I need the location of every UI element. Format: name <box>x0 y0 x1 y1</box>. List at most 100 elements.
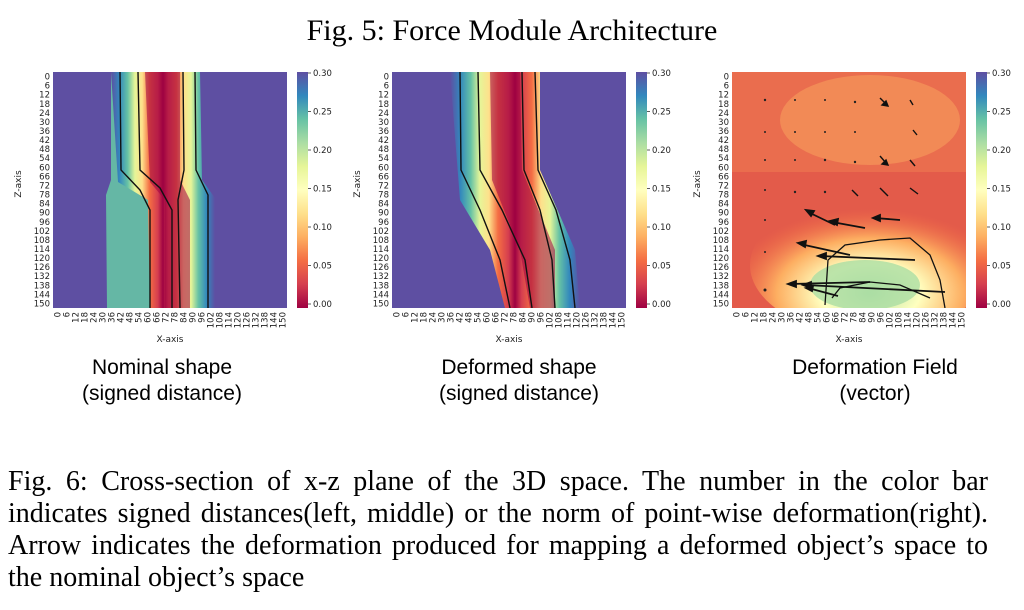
z-tick-label: 42 <box>39 136 50 146</box>
z-tick-label: 12 <box>718 91 729 101</box>
z-tick-label: 96 <box>39 218 50 228</box>
x-tick-label: 0 <box>393 312 403 317</box>
z-tick-label: 66 <box>39 172 50 182</box>
z-tick-label: 78 <box>39 191 50 201</box>
x-tick-label: 84 <box>180 312 190 323</box>
x-tick-label: 126 <box>922 312 932 328</box>
z-tick-label: 30 <box>378 118 389 128</box>
colorbar-tick-label: 0.30 <box>652 69 671 79</box>
x-tick-label: 78 <box>171 312 181 323</box>
x-tick-label: 144 <box>609 312 619 328</box>
z-tick-label: 42 <box>378 136 389 146</box>
z-tick-label: 96 <box>718 218 729 228</box>
x-tick-label: 96 <box>198 312 208 323</box>
z-tick-label: 24 <box>378 109 389 119</box>
x-tick-label: 12 <box>411 312 421 323</box>
z-tick-label: 114 <box>34 245 50 255</box>
z-tick-label: 132 <box>373 272 389 282</box>
x-tick-label: 48 <box>126 312 136 323</box>
x-tick-label: 120 <box>234 312 244 328</box>
x-tick-label: 132 <box>252 312 262 328</box>
x-tick-label: 54 <box>135 312 145 323</box>
z-tick-label: 78 <box>378 191 389 201</box>
z-tick-label: 24 <box>718 109 729 119</box>
x-tick-label: 138 <box>600 312 610 328</box>
z-tick-label: 54 <box>39 154 50 164</box>
x-tick-label: 66 <box>153 312 163 323</box>
x-tick-label: 12 <box>72 312 82 323</box>
x-tick-label: 18 <box>760 312 770 323</box>
colorbar-tick-label: 0.30 <box>313 69 332 79</box>
x-tick-label: 96 <box>877 312 887 323</box>
x-tick-label: 30 <box>778 312 788 323</box>
colorbar-tick-label: 0.25 <box>992 108 1011 118</box>
z-tick-label: 0 <box>724 73 729 83</box>
z-tick-label: 144 <box>713 290 729 300</box>
z-tick-label: 84 <box>378 200 389 210</box>
z-tick-label: 72 <box>39 181 50 191</box>
z-tick-label: 6 <box>45 82 50 92</box>
z-tick-label: 36 <box>718 127 729 137</box>
caption-nominal-line2: (signed distance) <box>82 382 242 405</box>
caption-deformed: Deformed shape (signed distance) <box>389 355 649 407</box>
z-tick-label: 54 <box>378 154 389 164</box>
z-tick-label: 60 <box>718 163 729 173</box>
caption-field-line1: Deformation Field <box>792 356 958 379</box>
z-tick-label: 108 <box>373 236 389 246</box>
z-tick-label: 96 <box>378 218 389 228</box>
x-tick-label: 0 <box>54 312 64 317</box>
x-tick-label: 102 <box>207 312 217 328</box>
z-tick-label: 18 <box>718 100 729 110</box>
colorbar-tick-label: 0.20 <box>313 146 332 156</box>
z-tick-label: 138 <box>34 281 50 291</box>
x-tick-label: 54 <box>814 312 824 323</box>
caption-nominal-line1: Nominal shape <box>91 356 233 379</box>
colorbar-tick-label: 0.10 <box>992 223 1011 233</box>
z-tick-label: 84 <box>718 200 729 210</box>
z-tick-label: 60 <box>39 163 50 173</box>
x-axis-label: X-axis <box>836 335 863 345</box>
z-tick-label: 120 <box>713 254 729 264</box>
z-tick-label: 132 <box>713 272 729 282</box>
z-tick-label: 18 <box>378 100 389 110</box>
z-tick-label: 126 <box>713 263 729 273</box>
colorbar <box>976 72 987 308</box>
x-tick-label: 114 <box>225 312 235 328</box>
colorbar-tick-label: 0.15 <box>652 185 671 195</box>
x-tick-label: 72 <box>501 312 511 323</box>
x-tick-label: 144 <box>949 312 959 328</box>
x-tick-label: 90 <box>528 312 538 323</box>
x-tick-label: 150 <box>279 312 289 328</box>
x-tick-label: 60 <box>823 312 833 323</box>
caption-deformed-line1: Deformed shape <box>441 356 597 379</box>
heatmap-deformed <box>392 72 626 308</box>
z-tick-label: 120 <box>34 254 50 264</box>
z-tick-label: 150 <box>373 299 389 309</box>
z-tick-label: 12 <box>39 91 50 101</box>
colorbar-tick-label: 0.10 <box>313 223 332 233</box>
z-tick-label: 0 <box>45 73 50 83</box>
colorbar-tick-label: 0.20 <box>992 146 1011 156</box>
z-tick-label: 126 <box>34 263 50 273</box>
x-tick-label: 36 <box>787 312 797 323</box>
x-tick-label: 102 <box>886 312 896 328</box>
x-tick-label: 48 <box>465 312 475 323</box>
colorbar-tick-label: 0.15 <box>313 185 332 195</box>
x-tick-label: 126 <box>582 312 592 328</box>
z-tick-label: 126 <box>373 263 389 273</box>
x-axis-label: X-axis <box>157 335 184 345</box>
z-tick-label: 72 <box>718 181 729 191</box>
x-tick-label: 60 <box>483 312 493 323</box>
heatmap-deformation-field <box>732 72 966 308</box>
caption-nominal: Nominal shape (signed distance) <box>32 355 292 407</box>
x-tick-label: 36 <box>447 312 457 323</box>
x-tick-label: 24 <box>90 312 100 323</box>
colorbar-tick-label: 0.00 <box>313 300 332 310</box>
z-tick-label: 30 <box>39 118 50 128</box>
z-tick-label: 78 <box>718 191 729 201</box>
z-tick-label: 150 <box>34 299 50 309</box>
x-tick-label: 90 <box>868 312 878 323</box>
colorbar-tick-label: 0.30 <box>992 69 1011 79</box>
z-tick-label: 114 <box>713 245 729 255</box>
x-tick-label: 150 <box>618 312 628 328</box>
